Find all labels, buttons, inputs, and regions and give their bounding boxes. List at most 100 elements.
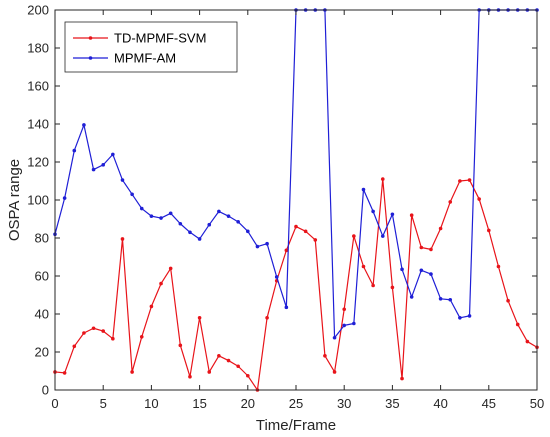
x-tick-label: 20 [241,396,255,411]
data-point-mpmf-am [188,230,192,235]
legend-marker-mpmf-am [88,56,93,60]
x-tick-label: 5 [100,396,107,411]
x-tick-label: 45 [482,396,496,411]
data-point-td-mpmf-svm [217,354,221,358]
data-point-mpmf-am [101,163,105,167]
legend-label-td-mpmf-svm: TD-MPMF-SVM [114,31,206,46]
data-point-mpmf-am [265,241,269,246]
data-point-mpmf-am [409,295,414,299]
data-point-mpmf-am [130,192,134,197]
data-point-mpmf-am [236,220,240,224]
data-point-td-mpmf-svm [477,197,481,201]
data-point-td-mpmf-svm [323,354,327,358]
data-point-td-mpmf-svm [438,226,443,231]
data-point-mpmf-am [400,267,404,272]
data-point-td-mpmf-svm [207,370,212,374]
x-tick-label: 15 [192,396,206,411]
legend-box [64,21,238,73]
data-point-td-mpmf-svm [246,373,250,378]
data-point-mpmf-am [120,178,125,182]
data-point-mpmf-am [390,212,395,217]
y-tick-label: 200 [27,3,49,18]
data-point-td-mpmf-svm [525,339,530,344]
y-tick-label: 0 [42,383,49,398]
legend-label-mpmf-am: MPMF-AM [114,51,176,66]
data-point-td-mpmf-svm [72,344,77,349]
data-point-td-mpmf-svm [120,237,125,241]
data-point-td-mpmf-svm [313,238,318,242]
data-point-td-mpmf-svm [226,358,231,363]
data-point-mpmf-am [62,196,67,200]
data-point-mpmf-am [82,123,86,127]
y-tick-label: 20 [35,345,49,360]
data-point-mpmf-am [217,209,221,214]
data-point-td-mpmf-svm [91,326,96,331]
data-point-td-mpmf-svm [284,248,289,253]
data-point-td-mpmf-svm [506,298,510,303]
data-point-mpmf-am [255,244,260,249]
data-point-td-mpmf-svm [458,179,462,183]
y-axis-title: OSPA range [6,159,23,241]
legend: TD-MPMF-SVM MPMF-AM [64,21,238,73]
data-point-mpmf-am [332,335,337,340]
y-tick-label: 80 [35,231,49,246]
data-point-mpmf-am [458,316,462,320]
data-point-td-mpmf-svm [496,264,501,269]
data-point-mpmf-am [380,234,385,238]
x-tick-label: 35 [385,396,399,411]
data-point-mpmf-am [72,148,77,153]
y-tick-label: 120 [27,155,49,170]
data-point-td-mpmf-svm [409,213,414,217]
data-point-td-mpmf-svm [303,229,308,234]
data-point-td-mpmf-svm [342,307,347,312]
data-point-td-mpmf-svm [197,316,202,320]
data-point-td-mpmf-svm [178,343,183,348]
data-point-td-mpmf-svm [265,316,269,320]
x-tick-label: 30 [337,396,351,411]
y-tick-label: 160 [27,79,49,94]
y-tick-label: 40 [35,307,49,322]
data-point-td-mpmf-svm [149,304,154,309]
x-tick-label: 50 [530,396,544,411]
y-tick-label: 60 [35,269,49,284]
data-point-td-mpmf-svm [332,370,337,374]
data-point-mpmf-am [361,187,366,192]
data-point-td-mpmf-svm [130,370,134,374]
data-point-td-mpmf-svm [390,285,395,290]
data-point-td-mpmf-svm [236,364,240,369]
data-point-mpmf-am [438,297,443,301]
y-tick-label: 180 [27,41,49,56]
data-point-mpmf-am [284,305,289,310]
data-point-mpmf-am [342,323,347,328]
data-point-td-mpmf-svm [371,283,375,288]
data-point-td-mpmf-svm [139,335,144,339]
data-point-td-mpmf-svm [448,200,453,204]
data-point-mpmf-am [352,321,356,326]
data-point-td-mpmf-svm [467,178,472,182]
data-point-td-mpmf-svm [515,322,520,327]
data-point-mpmf-am [274,275,279,279]
data-point-mpmf-am [149,214,154,218]
data-point-mpmf-am [371,209,375,214]
x-tick-label: 25 [289,396,303,411]
data-point-mpmf-am [467,314,472,318]
data-point-td-mpmf-svm [82,331,86,335]
data-point-mpmf-am [168,211,173,216]
x-axis-title: Time/Frame [256,417,336,434]
x-tick-label: 40 [433,396,447,411]
data-point-td-mpmf-svm [168,266,173,271]
data-point-td-mpmf-svm [380,177,385,181]
data-point-mpmf-am [159,216,163,220]
tick-layer: 0 5 10 15 20 25 30 35 40 45 50 0 20 40 60 80 100 120 140 16… [27,3,544,412]
data-point-td-mpmf-svm [111,336,115,341]
data-point-td-mpmf-svm [419,245,424,250]
data-point-td-mpmf-svm [294,224,298,229]
data-point-td-mpmf-svm [159,281,163,286]
y-tick-label: 100 [27,193,49,208]
data-point-mpmf-am [139,206,144,211]
data-point-mpmf-am [429,272,433,276]
data-point-mpmf-am [111,152,115,157]
data-point-mpmf-am [207,222,212,227]
data-point-td-mpmf-svm [487,228,491,233]
